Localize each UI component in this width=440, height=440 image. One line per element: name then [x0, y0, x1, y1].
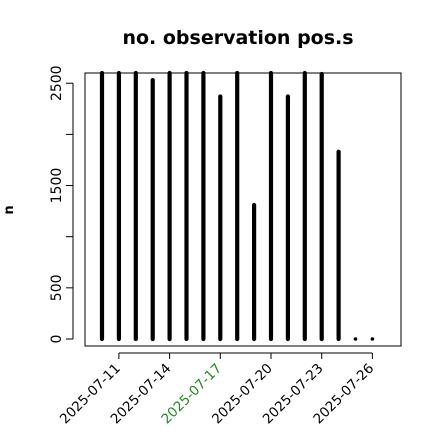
y-axis: 0 500 1500 2500: [49, 65, 74, 344]
bars-group: [99, 70, 375, 342]
chart-title: no. observation pos.s: [122, 27, 353, 49]
y-axis-label: n: [2, 205, 17, 214]
plot-frame: [84, 72, 402, 347]
y-tick-label: 0: [49, 335, 65, 344]
bar: [370, 337, 375, 341]
y-tick-label: 2500: [49, 65, 65, 101]
bar: [353, 337, 358, 341]
y-tick-label: 1500: [49, 168, 65, 204]
x-axis: 2025-07-112025-07-142025-07-172025-07-20…: [57, 352, 377, 427]
y-tick-label: 500: [49, 274, 65, 301]
